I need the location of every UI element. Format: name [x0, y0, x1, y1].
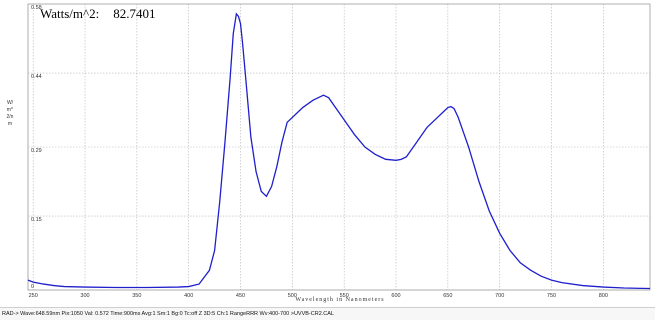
y-tick-label: 0.58 — [31, 5, 42, 11]
y-tick-label: 0.15 — [31, 217, 42, 223]
grid-lines — [28, 3, 650, 290]
x-tick-label: 250 — [29, 293, 38, 299]
x-tick-label: 300 — [80, 293, 89, 299]
plot-area — [27, 3, 651, 291]
readout-label: Watts/m^2: — [40, 6, 100, 21]
x-tick-label: 600 — [391, 293, 400, 299]
x-tick-labels: 250 300 350 400 450 500 550 600 650 700 750 800 — [29, 293, 608, 299]
x-axis-label: Wavelength in Nanometers — [295, 297, 384, 303]
x-tick-label: 500 — [288, 293, 297, 299]
y-tick-labels: 0 0.15 0.29 0.44 0.58 — [31, 5, 42, 290]
spectrum-chart: 250 300 350 400 450 500 550 600 650 700 750 800 0 0.… — [27, 3, 651, 303]
x-tick-label: 650 — [443, 293, 452, 299]
x-tick-label: 450 — [236, 293, 245, 299]
irradiance-readout: Watts/m^2: 82.7401 — [40, 6, 155, 22]
y-tick-label: 0.29 — [31, 148, 42, 154]
x-tick-label: 750 — [547, 293, 556, 299]
x-tick-label: 350 — [132, 293, 141, 299]
x-tick-label: 550 — [340, 293, 349, 299]
status-bar: RAD-> Wave:648.59nm Pix:1050 Val: 0.572 … — [0, 307, 655, 320]
x-tick-label: 400 — [184, 293, 193, 299]
x-tick-label: 800 — [599, 293, 608, 299]
x-tick-label: 700 — [495, 293, 504, 299]
y-tick-label: 0 — [31, 284, 34, 290]
spectrum-line — [27, 12, 651, 290]
y-tick-label: 0.44 — [31, 74, 42, 80]
readout-value: 82.7401 — [113, 6, 156, 21]
y-axis-label: W/m^2/nm — [6, 100, 14, 127]
